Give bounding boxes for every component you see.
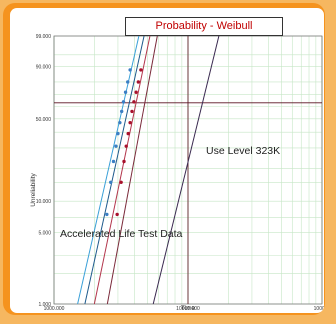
x-tick-label: 1000.000 xyxy=(44,306,65,312)
annotation-accelerated: Accelerated Life Test Data xyxy=(60,228,183,240)
x-tick-label: 10000.000 xyxy=(176,306,200,312)
data-point-red xyxy=(128,120,132,125)
annotation-use-level: Use Level 323K xyxy=(206,145,280,157)
data-point-blue xyxy=(105,212,109,217)
fit-line xyxy=(93,35,151,305)
data-points xyxy=(105,68,143,217)
chart-title: Probability - Weibull xyxy=(125,17,283,36)
y-tick-label: 1.000 xyxy=(38,302,51,308)
fit-line xyxy=(77,35,140,305)
data-point-blue xyxy=(121,100,126,104)
data-point-blue xyxy=(119,109,124,114)
chart-panel: 1.000 5.000 10.000 50.000 90.000 99.000 1000.0… xyxy=(10,8,324,313)
data-point-red xyxy=(132,100,136,104)
y-tick-label: 50.000 xyxy=(36,117,52,123)
data-point-blue xyxy=(126,80,130,84)
data-point-red xyxy=(119,180,123,184)
data-point-red xyxy=(139,68,143,72)
x-axis-label: Time xyxy=(181,305,196,312)
data-point-red xyxy=(134,90,138,94)
data-point-blue xyxy=(116,131,120,136)
weibull-plot: 1.000 5.000 10.000 50.000 90.000 99.000 1000.0… xyxy=(30,34,324,312)
data-point-blue xyxy=(123,90,128,94)
y-axis-label: Unreliability xyxy=(30,172,37,206)
y-tick-label: 90.000 xyxy=(36,64,52,70)
fit-line xyxy=(84,35,145,305)
data-point-red xyxy=(122,159,126,164)
data-point-red xyxy=(130,109,134,114)
tick-labels: 1.000 5.000 10.000 50.000 90.000 99.000 1000.0… xyxy=(36,34,324,312)
fit-lines xyxy=(77,35,220,305)
data-point-blue xyxy=(118,120,122,125)
fit-line xyxy=(106,35,158,305)
x-tick-label: 100000 xyxy=(314,306,324,312)
y-tick-label: 5.000 xyxy=(38,231,51,237)
data-point-red xyxy=(126,131,130,136)
fit-line xyxy=(152,35,220,305)
data-point-red xyxy=(136,80,141,84)
data-point-blue xyxy=(128,68,132,72)
data-point-blue xyxy=(114,144,118,148)
data-point-blue xyxy=(109,180,113,184)
data-point-blue xyxy=(111,159,116,164)
y-tick-label: 99.000 xyxy=(36,34,52,40)
data-point-red xyxy=(124,144,128,148)
data-point-red xyxy=(115,212,119,217)
y-tick-label: 10.000 xyxy=(36,199,52,205)
